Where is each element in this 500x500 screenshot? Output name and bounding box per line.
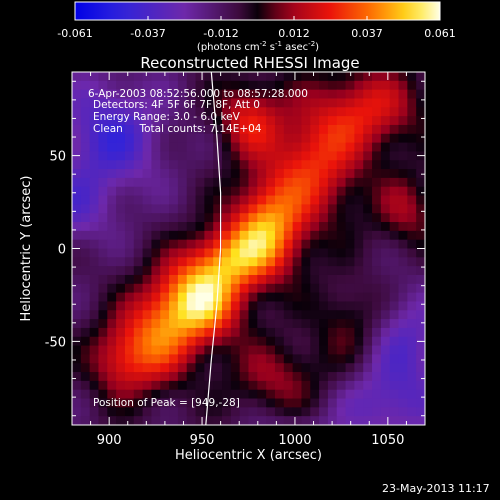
solar-limb-line	[205, 72, 222, 425]
energy-range-annotation: Energy Range: 3.0 - 6.0 keV	[93, 111, 240, 123]
colorbar-tick-label: -0.012	[203, 27, 238, 40]
colorbar-tick-label: 0.012	[278, 27, 310, 40]
y-tick-label: -50	[45, 335, 66, 350]
clean-counts-annotation: Clean Total counts: 7.14E+04	[93, 123, 262, 135]
colorbar-tick-label: -0.061	[57, 27, 92, 40]
heatmap-image	[72, 72, 425, 425]
x-tick-label: 1000	[278, 433, 311, 448]
x-tick-label: 900	[97, 433, 122, 448]
y-tick-label: 0	[58, 243, 66, 258]
x-tick-label: 950	[190, 433, 215, 448]
detectors-annotation: Detectors: 4F 5F 6F 7F 8F, Att 0	[93, 99, 260, 111]
peak-position-annotation: Position of Peak = [949,-28]	[93, 397, 240, 409]
colorbar-unit-label: (photons cm-2 s-1 asec-2)	[197, 40, 319, 53]
chart-title: Reconstructed RHESSI Image	[140, 54, 359, 72]
colorbar-tick-label: 0.037	[351, 27, 383, 40]
y-axis-label: Heliocentric Y (arcsec)	[19, 176, 34, 322]
time-range-annotation: 6-Apr-2003 08:52:56.000 to 08:57:28.000	[88, 88, 308, 100]
x-axis-label: Heliocentric X (arcsec)	[175, 448, 322, 463]
colorbar	[74, 1, 441, 21]
x-tick-label: 1050	[371, 433, 404, 448]
colorbar-tick-label: -0.037	[130, 27, 165, 40]
colorbar-tick-label: 0.061	[424, 27, 456, 40]
footer-timestamp: 23-May-2013 11:17	[382, 482, 490, 495]
y-tick-label: 50	[49, 150, 66, 165]
